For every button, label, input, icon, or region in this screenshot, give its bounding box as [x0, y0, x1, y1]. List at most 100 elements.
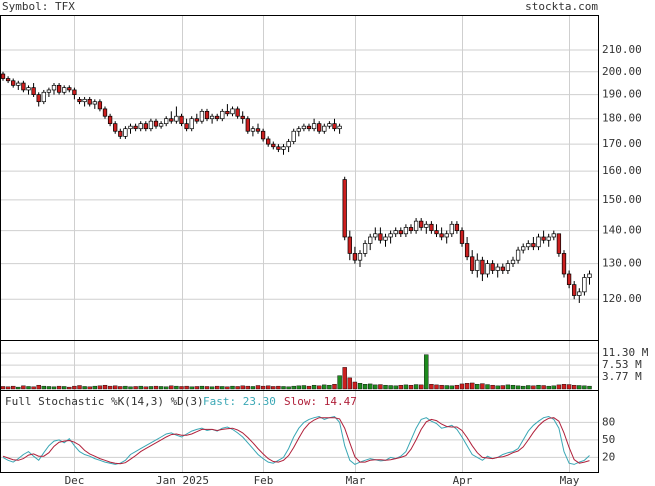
volume-bar — [454, 384, 460, 390]
volume-bar — [174, 385, 179, 390]
candle-body — [102, 108, 108, 117]
volume-bar — [582, 385, 587, 390]
candle-body — [276, 146, 281, 150]
candle-body — [194, 118, 199, 122]
y-tick-label: 200.00 — [602, 65, 642, 78]
volume-bar — [266, 385, 271, 390]
candle-body — [169, 118, 174, 122]
candle-body — [352, 253, 358, 261]
candle-body — [199, 110, 205, 122]
volume-bar — [510, 384, 516, 390]
x-tick-label: May — [560, 474, 580, 486]
volume-bar — [250, 386, 256, 390]
volume-bar — [470, 382, 475, 390]
volume-bar — [214, 385, 220, 390]
candle-body — [403, 227, 409, 235]
y-tick-label: 80 — [602, 415, 615, 428]
volume-bar — [92, 385, 98, 390]
candle-body — [153, 120, 159, 127]
volume-bar — [398, 384, 403, 390]
y-tick-label: 140.00 — [602, 224, 642, 237]
candle-body — [357, 253, 363, 261]
volume-bar — [276, 385, 281, 390]
candle-body — [388, 233, 393, 238]
y-tick-label: 3.77 M — [602, 370, 642, 383]
volume-bar — [240, 385, 245, 390]
volume-bar — [332, 384, 337, 390]
volume-bar — [148, 386, 154, 390]
candle-body — [92, 101, 97, 105]
volume-bar — [352, 381, 358, 390]
volume-bar — [500, 385, 505, 390]
volume-bar — [184, 385, 189, 390]
volume-bar — [322, 384, 327, 390]
volume-bar — [403, 384, 409, 390]
candle-body — [46, 89, 52, 93]
candle-body — [480, 259, 485, 275]
x-tick-label: Feb — [254, 474, 274, 486]
candle-body — [67, 87, 72, 91]
y-tick-label: 20 — [602, 450, 615, 463]
volume-bar — [480, 383, 485, 390]
x-tick-label: Dec — [65, 474, 85, 486]
y-tick-label: 190.00 — [602, 88, 642, 101]
volume-bar — [158, 386, 164, 390]
volume-bar — [112, 385, 118, 390]
candle-body — [107, 115, 113, 125]
candle-body — [41, 91, 46, 103]
source: stockta.com — [525, 0, 598, 13]
volume-bar — [36, 384, 41, 390]
volume-bar — [56, 385, 62, 390]
candle-body — [311, 123, 317, 130]
volume-bar — [209, 386, 215, 390]
volume-bar — [5, 386, 11, 390]
volume-bar — [189, 386, 194, 390]
volume-bar — [97, 385, 103, 390]
volume-bar — [434, 384, 439, 390]
marks — [0, 71, 592, 465]
candle-body — [266, 138, 271, 145]
candle-body — [21, 82, 26, 91]
candle-body — [225, 110, 230, 115]
candle-body — [408, 227, 414, 231]
candle-body — [255, 128, 261, 132]
candle-body — [398, 230, 403, 235]
volume-bar — [296, 385, 301, 390]
volume-bar — [0, 386, 6, 390]
candle-body — [11, 80, 16, 86]
candle-body — [0, 73, 6, 79]
volume-bar — [301, 385, 307, 390]
candle-body — [332, 123, 337, 130]
candle-body — [495, 266, 500, 271]
volume-bar — [26, 386, 31, 390]
volume-bar — [444, 385, 449, 390]
volume-bar — [311, 384, 317, 390]
volume-bar — [271, 386, 276, 390]
volume-bar — [306, 385, 312, 390]
candle-body — [291, 130, 296, 142]
candle-body — [485, 263, 490, 275]
candle-body — [475, 259, 480, 271]
volume-bar — [87, 386, 92, 390]
volume-bar — [373, 384, 378, 390]
volume-bar — [347, 377, 352, 390]
y-tick-label: 180.00 — [602, 112, 642, 125]
volume-bar — [220, 386, 225, 390]
candle-body — [429, 223, 434, 231]
candle-body — [87, 98, 92, 105]
candle-body — [424, 223, 429, 228]
candle-body — [16, 82, 21, 86]
candle-body — [36, 94, 41, 103]
volume-bar — [393, 385, 398, 390]
y-tick-label: 160.00 — [602, 164, 642, 177]
volume-bar — [531, 385, 536, 390]
candle-body — [77, 98, 82, 103]
volume-bar — [551, 385, 556, 390]
candle-body — [515, 249, 521, 261]
candle-body — [536, 236, 541, 248]
volume-bar — [102, 384, 108, 390]
volume-bar — [123, 385, 128, 390]
candle-body — [148, 120, 154, 130]
candle-body — [572, 284, 577, 296]
